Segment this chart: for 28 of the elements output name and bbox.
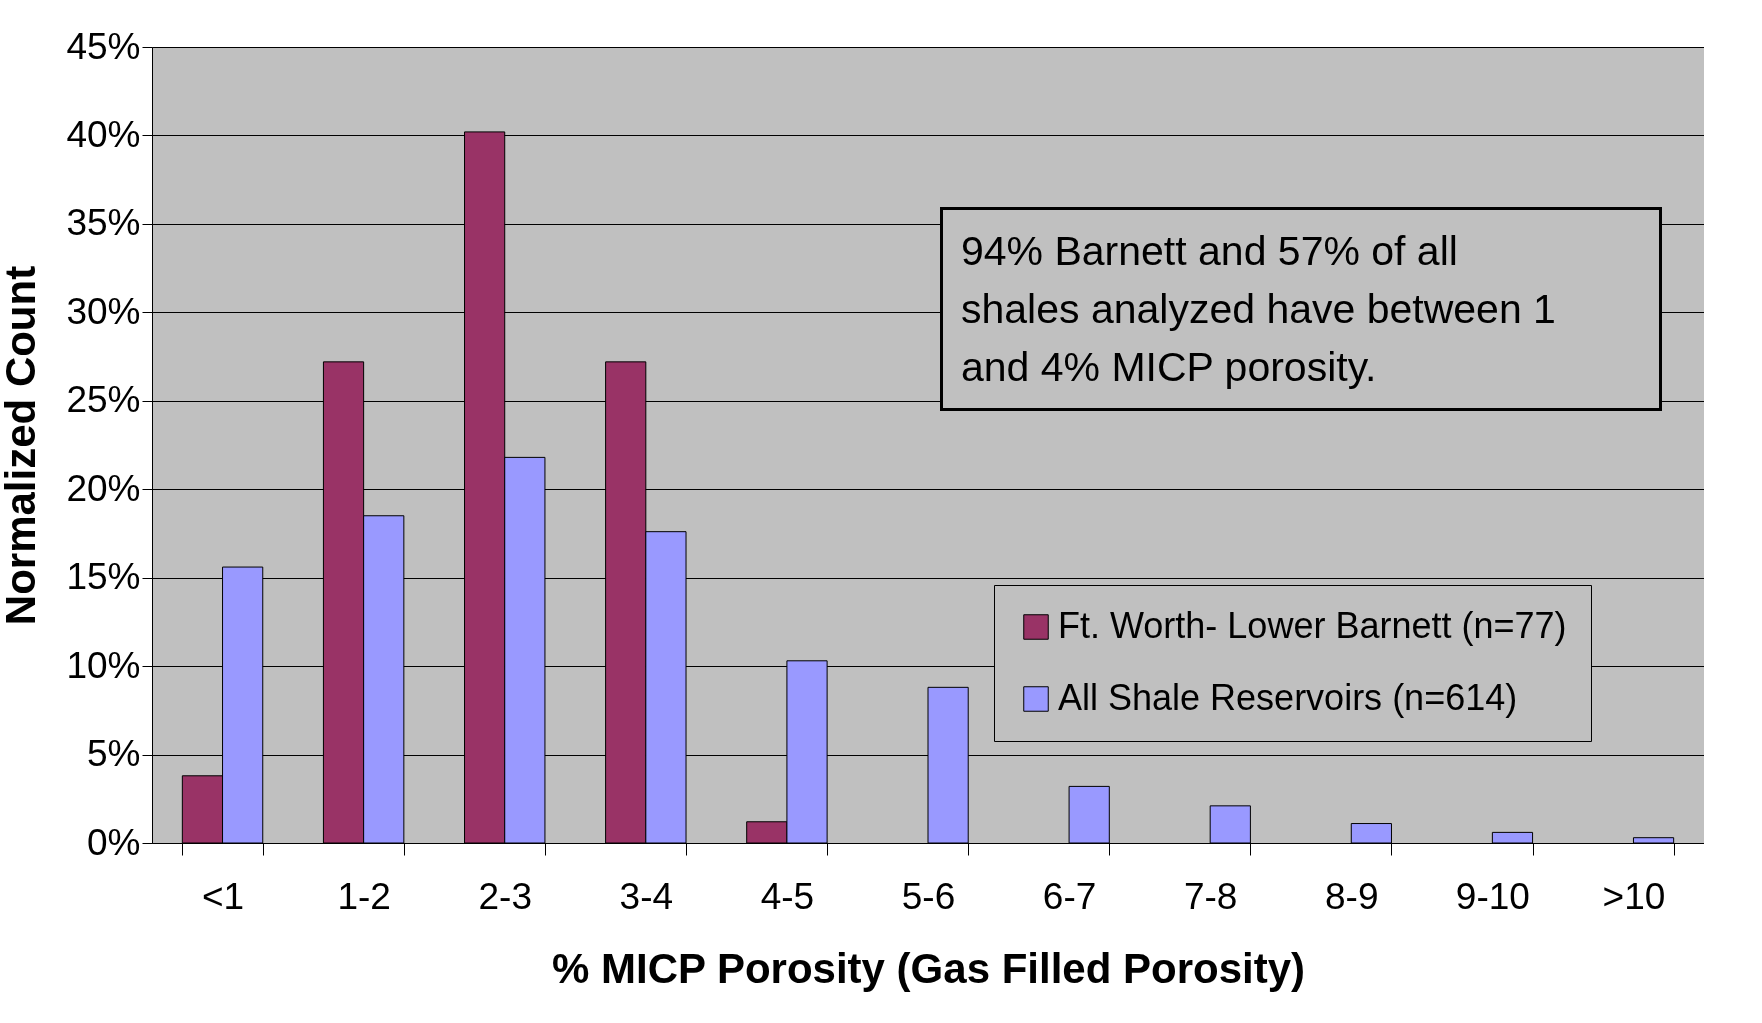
y-tick-label: 5% bbox=[87, 733, 141, 775]
x-tick-label: 4-5 bbox=[760, 875, 815, 917]
x-tick-label: 6-7 bbox=[1042, 875, 1097, 917]
x-tick-label: <1 bbox=[201, 875, 245, 917]
bar bbox=[1491, 831, 1534, 844]
bar bbox=[1632, 837, 1675, 844]
legend-label: All Shale Reservoirs (n=614) bbox=[1058, 677, 1518, 718]
y-tick-label: 20% bbox=[66, 467, 141, 509]
x-tick-label: 3-4 bbox=[619, 875, 674, 917]
x-tick-label: 8-9 bbox=[1325, 875, 1379, 917]
x-tick-label: 7-8 bbox=[1183, 875, 1238, 917]
x-tick-label: 9-10 bbox=[1455, 875, 1530, 917]
x-axis-title: % MICP Porosity (Gas Filled Porosity) bbox=[551, 944, 1306, 992]
y-tick-label: 0% bbox=[87, 821, 141, 863]
y-tick-label: 35% bbox=[66, 202, 141, 244]
x-tick-label: 2-3 bbox=[478, 875, 532, 917]
x-tick-label: 5-6 bbox=[901, 875, 956, 917]
y-tick-label: 40% bbox=[66, 113, 141, 155]
y-tick-label: 30% bbox=[66, 290, 141, 332]
y-tick-label: 15% bbox=[66, 556, 141, 598]
y-tick-label: 45% bbox=[66, 25, 141, 67]
x-tick-label: 1-2 bbox=[337, 875, 391, 917]
annotation: 94% Barnett and 57% of all shales analyzed have between 1 and 4% MICP porosity. bbox=[940, 207, 1662, 411]
y-axis-title: Normalized Count bbox=[0, 265, 45, 626]
y-tick-label: 10% bbox=[66, 644, 141, 686]
legend-label: Ft. Worth- Lower Barnett (n=77) bbox=[1058, 605, 1567, 646]
y-tick-label: 25% bbox=[66, 379, 141, 421]
x-tick-label: >10 bbox=[1602, 875, 1666, 917]
